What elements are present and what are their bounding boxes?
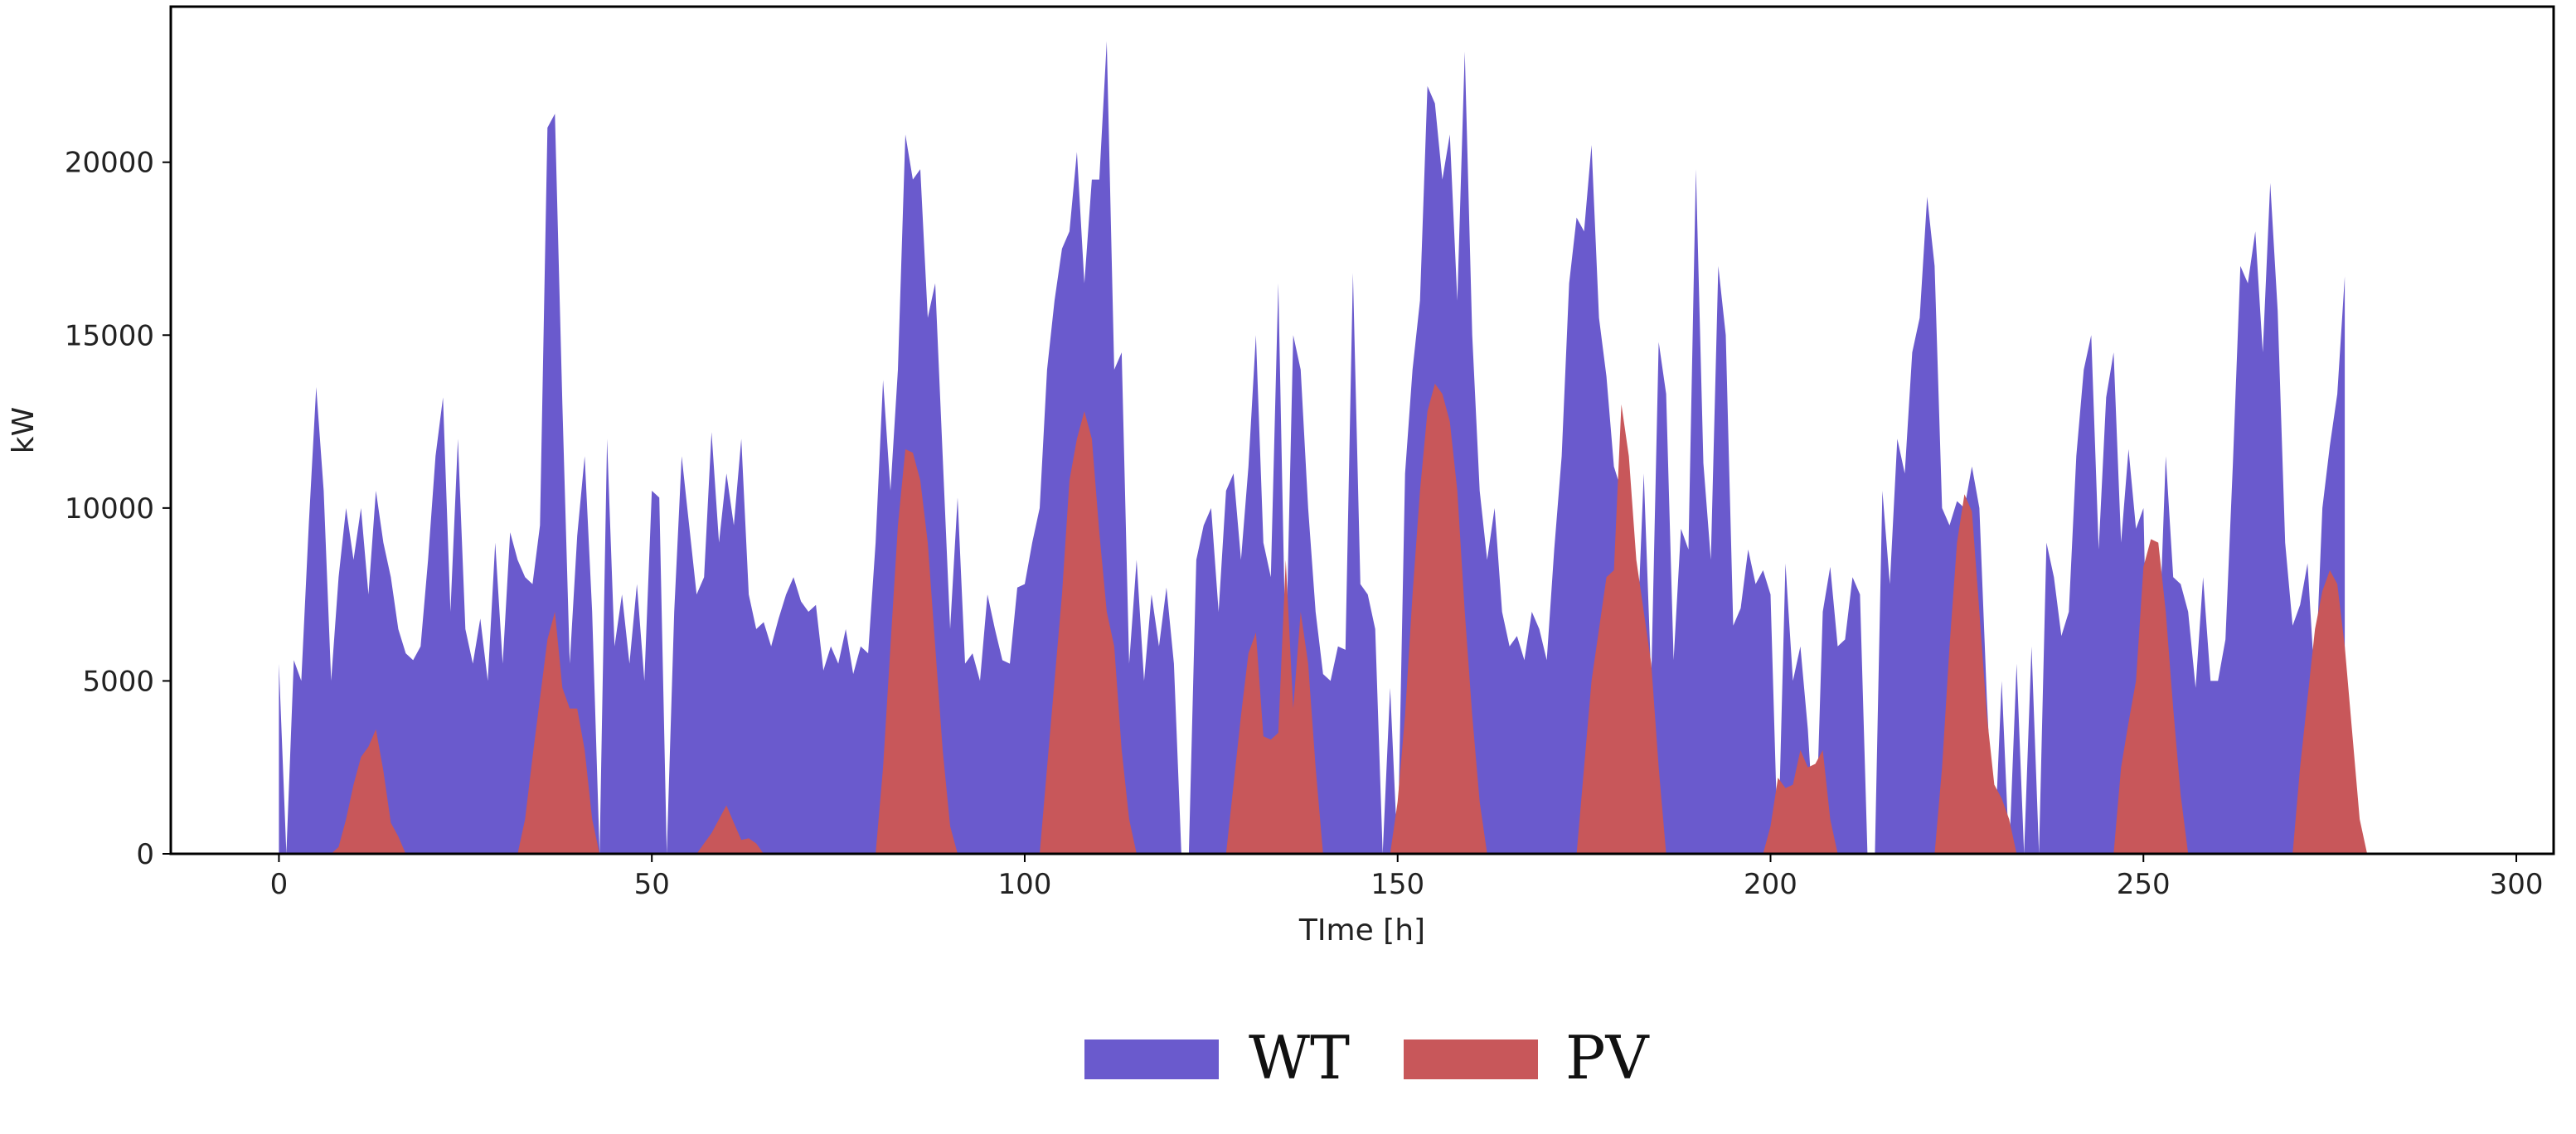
legend-swatch-wt — [1084, 1040, 1219, 1079]
area-series-pv — [331, 383, 2368, 854]
x-tick-label: 250 — [2117, 868, 2171, 901]
plot-frame — [169, 5, 2555, 855]
x-axis: 0 50 100 150 200 250 300 — [270, 854, 2544, 901]
plot-areas — [279, 41, 2368, 854]
x-tick-label: 100 — [998, 868, 1052, 901]
x-tick-label: 0 — [270, 868, 289, 901]
x-tick-label: 50 — [634, 868, 670, 901]
y-tick-label: 10000 — [65, 492, 154, 526]
legend-label-wt: WT — [1249, 1023, 1350, 1093]
y-axis: 0 5000 10000 15000 20000 — [65, 147, 171, 871]
y-tick-label: 5000 — [82, 665, 154, 698]
area-series-wt — [279, 41, 2346, 854]
y-axis-label: kW — [7, 407, 41, 453]
x-tick-label: 150 — [1370, 868, 1424, 901]
y-tick-label: 0 — [136, 838, 154, 871]
x-tick-label: 200 — [1744, 868, 1797, 901]
x-axis-label: TIme [h] — [1298, 914, 1425, 947]
y-tick-label: 20000 — [65, 147, 154, 180]
y-tick-label: 15000 — [65, 319, 154, 352]
x-tick-label: 300 — [2490, 868, 2544, 901]
legend: WT PV — [1084, 1023, 1650, 1093]
legend-swatch-pv — [1404, 1040, 1538, 1079]
legend-label-pv: PV — [1565, 1023, 1650, 1093]
